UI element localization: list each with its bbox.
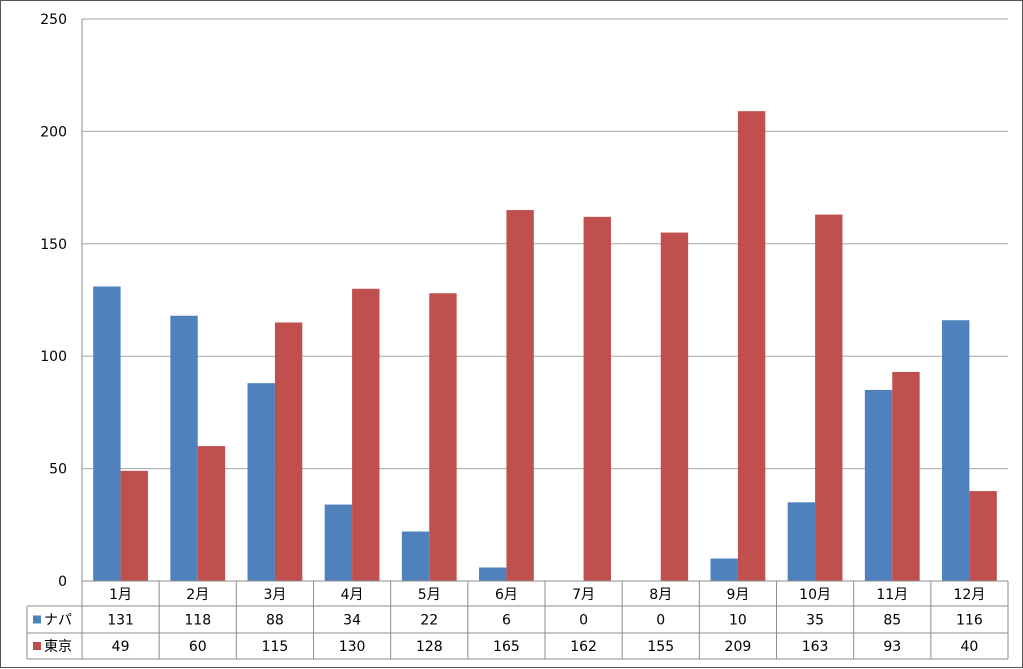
table-cell-value: 128 xyxy=(416,639,443,655)
table-cell-value: 0 xyxy=(656,613,665,629)
bar-ナパ-10月 xyxy=(787,502,816,581)
axis-layer: 0 50 100 150 200 250 xyxy=(40,12,83,590)
table-cell-value: 165 xyxy=(493,639,520,655)
x-tick-label: 4月 xyxy=(341,587,364,603)
x-tick-label: 3月 xyxy=(263,587,286,603)
bar-東京-12月 xyxy=(969,491,997,581)
bar-東京-9月 xyxy=(737,111,766,581)
bar-東京-2月 xyxy=(197,446,226,581)
x-tick-label: 5月 xyxy=(418,587,441,603)
bar-ナパ-6月 xyxy=(479,567,507,581)
bar-東京-4月 xyxy=(352,288,380,581)
table-cell-value: 88 xyxy=(266,613,284,629)
x-tick-label: 8月 xyxy=(649,587,672,603)
table-cell-value: 155 xyxy=(647,639,674,655)
y-tick-label: 0 xyxy=(58,574,67,590)
y-tick-label: 200 xyxy=(40,124,67,140)
x-tick-label: 9月 xyxy=(726,587,749,603)
table-cell-value: 34 xyxy=(343,613,361,629)
bar-東京-5月 xyxy=(429,293,457,581)
bar-東京-1月 xyxy=(120,470,148,581)
table-cell-value: 163 xyxy=(802,639,829,655)
bar-ナパ-12月 xyxy=(942,320,970,581)
table-cell-value: 162 xyxy=(570,639,597,655)
bar-ナパ-3月 xyxy=(247,383,275,581)
legend-key-ナパ xyxy=(33,615,41,624)
bar-ナパ-5月 xyxy=(401,531,430,581)
bar-東京-7月 xyxy=(583,216,611,581)
y-tick-label: 100 xyxy=(40,349,67,365)
y-tick-label: 50 xyxy=(49,462,67,478)
y-tick-label: 250 xyxy=(40,12,67,28)
bar-東京-10月 xyxy=(815,214,843,582)
table-cell-value: 10 xyxy=(729,613,747,629)
bar-ナパ-2月 xyxy=(170,315,198,581)
bars-layer xyxy=(93,111,997,582)
x-tick-label: 10月 xyxy=(799,587,831,603)
legend-label: 東京 xyxy=(44,639,72,655)
table-cell-value: 116 xyxy=(956,613,983,629)
x-tick-label: 1月 xyxy=(109,587,132,603)
legend-label: ナパ xyxy=(44,613,72,629)
table-cell-value: 40 xyxy=(961,639,979,655)
table-cell-value: 130 xyxy=(339,639,366,655)
table-cell-value: 49 xyxy=(112,639,130,655)
bar-ナパ-11月 xyxy=(864,389,893,581)
legend-key-東京 xyxy=(33,642,41,650)
table-cell-value: 60 xyxy=(189,639,207,655)
table-cell-value: 0 xyxy=(579,613,588,629)
bar-東京-8月 xyxy=(660,232,689,581)
x-tick-label: 6月 xyxy=(495,587,518,603)
bar-東京-6月 xyxy=(506,210,534,581)
table-cell-value: 93 xyxy=(883,639,901,655)
table-cell-value: 115 xyxy=(262,639,289,655)
y-tick-label: 150 xyxy=(40,237,67,253)
table-cell-value: 85 xyxy=(883,613,901,629)
x-tick-label: 7月 xyxy=(572,587,595,603)
bar-東京-11月 xyxy=(892,371,920,581)
bar-ナパ-9月 xyxy=(710,558,738,581)
bar-ナパ-1月 xyxy=(93,286,121,581)
table-cell-value: 6 xyxy=(502,613,511,629)
table-cell-value: 209 xyxy=(725,639,752,655)
table-cell-value: 22 xyxy=(420,613,438,629)
x-tick-label: 2月 xyxy=(186,587,209,603)
table-cell-value: 118 xyxy=(184,613,211,629)
x-tick-label: 11月 xyxy=(876,587,908,603)
x-tick-label: 12月 xyxy=(954,587,986,603)
grid-layer xyxy=(82,18,1008,470)
table-cell-value: 35 xyxy=(806,613,824,629)
bar-東京-3月 xyxy=(274,322,303,581)
bar-ナパ-4月 xyxy=(324,504,353,581)
table-cell-value: 131 xyxy=(107,613,134,629)
